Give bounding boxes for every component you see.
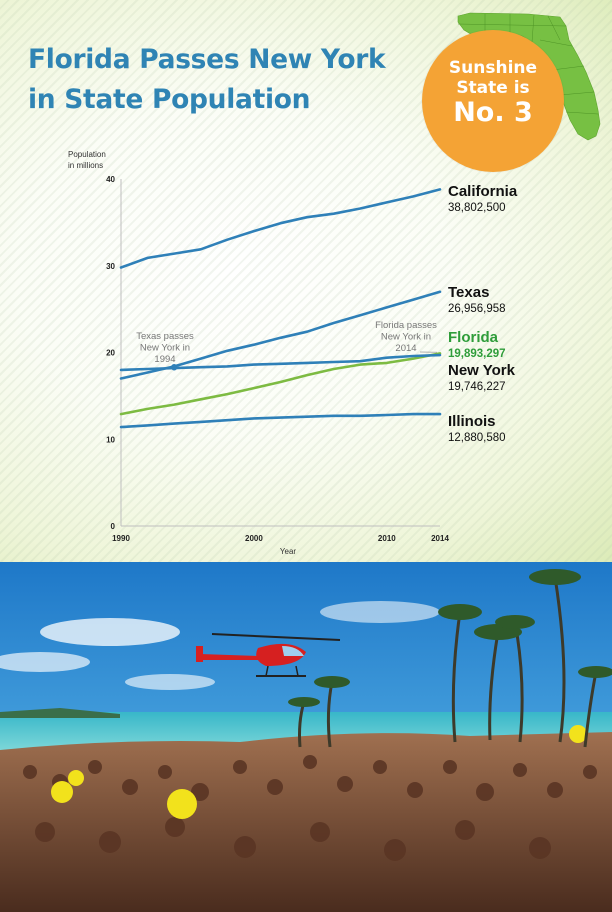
series-name-label: New York	[448, 362, 516, 379]
series-name-label: California	[448, 183, 518, 200]
chart-series	[119, 188, 442, 429]
y-axis-label-line2: in millions	[68, 161, 103, 170]
x-tick-label: 2014	[431, 534, 449, 543]
badge-line2: No. 3	[453, 97, 533, 128]
y-tick-label: 0	[111, 522, 116, 531]
series-value-label: 26,956,958	[448, 303, 506, 315]
series-line-illinois	[119, 412, 442, 429]
series-value-label: 12,880,580	[448, 432, 506, 444]
beach-party-photo	[0, 562, 612, 912]
annotation-text: 2014	[395, 343, 416, 354]
page-title: Florida Passes New York in State Populat…	[28, 44, 386, 115]
x-axis-label: Year	[280, 547, 297, 556]
annotation-text: 1994	[154, 354, 175, 365]
badge-line1: Sunshine State is	[448, 58, 538, 98]
annotation-text: New York in	[140, 343, 190, 354]
series-name-label: Florida	[448, 329, 499, 346]
x-tick-label: 2010	[378, 534, 396, 543]
chart-labels: California 38,802,500 Texas 26,956,958 Flori…	[448, 183, 518, 444]
annotation-marker	[170, 364, 178, 371]
badge-circle: Sunshine State is No. 3	[422, 30, 564, 172]
series-value-label: 19,746,227	[448, 381, 506, 393]
y-tick-label: 20	[106, 349, 115, 358]
y-tick-label: 10	[106, 435, 115, 444]
annotation-text: New York in	[381, 332, 431, 343]
population-line-chart: Population in millions 0 10 20 30 40 1990 2000 20…	[68, 150, 518, 556]
helicopter-icon	[196, 633, 341, 677]
annotation-text: Florida passes	[375, 320, 437, 331]
series-value-label: 38,802,500	[448, 202, 506, 214]
series-line-california	[119, 188, 442, 269]
y-tick-label: 30	[106, 262, 115, 271]
chart-axes: Population in millions 0 10 20 30 40 1990 2000 20…	[68, 150, 449, 556]
series-value-label: 19,893,297	[448, 348, 506, 360]
annotation-text: Texas passes	[136, 331, 194, 342]
series-name-label: Texas	[448, 284, 489, 301]
y-tick-label: 40	[106, 175, 115, 184]
series-line-florida	[119, 352, 442, 416]
infographic-panel: Florida Passes New York in State Populat…	[0, 0, 612, 562]
x-tick-label: 1990	[112, 534, 130, 543]
y-axis-label-line1: Population	[68, 150, 106, 159]
series-name-label: Illinois	[448, 413, 496, 430]
x-tick-label: 2000	[245, 534, 263, 543]
